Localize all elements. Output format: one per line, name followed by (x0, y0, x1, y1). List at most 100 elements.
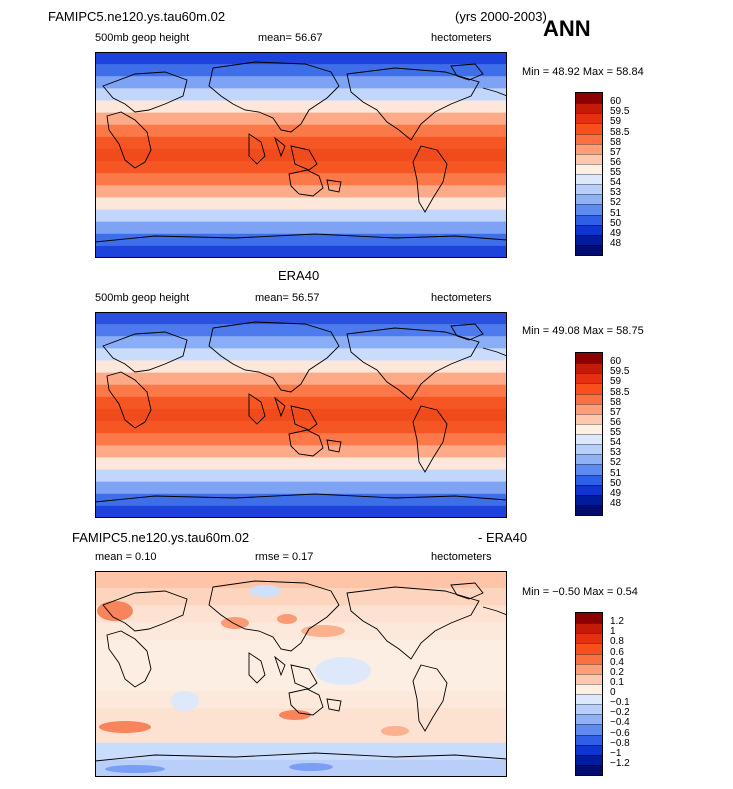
colorbar-swatch (576, 734, 602, 745)
colorbar-swatch (576, 444, 602, 455)
colorbar-swatch (576, 103, 602, 114)
coastline (450, 582, 484, 600)
coastline (288, 429, 324, 457)
colorbar-level-label: −1 (610, 747, 622, 759)
colorbar-level-label: 0.2 (610, 666, 624, 678)
panel1-lat-band (95, 173, 507, 186)
panel2-colorbar (575, 352, 603, 516)
panel3-title-left: FAMIPC5.ne120.ys.tau60m.02 (72, 530, 250, 545)
case-name-title: FAMIPC5.ne120.ys.tau60m.02 (48, 9, 226, 24)
colorbar-level-label: 59.5 (610, 366, 630, 378)
colorbar-swatch (576, 363, 602, 374)
panel3-lat-band (95, 674, 507, 692)
panel1-lat-band (95, 197, 507, 211)
colorbar-swatch (576, 244, 602, 255)
colorbar-level-label: 58.5 (610, 126, 630, 138)
coastline (412, 405, 448, 473)
panel2-lat-band (95, 433, 507, 446)
coastline (95, 233, 507, 243)
coastline (106, 630, 152, 688)
panel3-rmse: rmse = 0.17 (255, 551, 314, 563)
colorbar-swatch (576, 184, 602, 195)
panel3-lat-band (95, 588, 507, 606)
coastline (274, 396, 286, 418)
colorbar-swatch (576, 234, 602, 245)
coastline (290, 145, 318, 171)
panel2-map (95, 312, 507, 518)
colorbar-level-label: 48 (610, 497, 622, 509)
colorbar-level-label: 59 (610, 116, 622, 128)
coastline (102, 590, 188, 632)
panel2-lat-band (95, 396, 507, 410)
coastline (274, 655, 286, 677)
coastline (482, 606, 507, 616)
panel3-mean: mean = 0.10 (95, 551, 157, 563)
colorbar-level-label: 58 (610, 396, 622, 408)
panel1-map (95, 52, 507, 258)
panel3-anomaly-blob (97, 601, 133, 621)
coastline (482, 87, 507, 97)
colorbar-swatch (576, 704, 602, 715)
panel3-anomaly-blob (289, 763, 333, 771)
panel3-anomaly-blob (99, 721, 151, 733)
colorbar-level-label: 60 (610, 96, 622, 108)
coastline (106, 371, 152, 429)
colorbar-swatch (576, 214, 602, 225)
colorbar-level-label: 0.1 (610, 676, 624, 688)
colorbar-level-label: 60 (610, 356, 622, 368)
panel3-minmax: Min = −0.50 Max = 0.54 (522, 586, 638, 598)
panel2-lat-band (95, 481, 507, 495)
panel2-lat-band (95, 324, 507, 337)
panel1-lat-band (95, 112, 507, 126)
colorbar-level-label: 53 (610, 187, 622, 199)
panel3-units: hectometers (431, 551, 492, 563)
colorbar-level-label: −1.2 (610, 757, 630, 769)
colorbar-level-label: 56 (610, 156, 622, 168)
panel1-lat-band (95, 209, 507, 223)
panel3-lat-band (95, 622, 507, 641)
panel3-anomaly-blob (381, 726, 409, 736)
colorbar-swatch (576, 633, 602, 644)
panel3-lat-band (95, 742, 507, 761)
colorbar-level-label: 54 (610, 437, 622, 449)
colorbar-level-label: 49 (610, 487, 622, 499)
coastline (248, 652, 266, 684)
panel1-lat-band (95, 52, 507, 65)
colorbar-level-label: 50 (610, 217, 622, 229)
coastline (95, 493, 507, 503)
colorbar-level-label: 55 (610, 167, 622, 178)
colorbar-swatch (576, 454, 602, 465)
panel2-lat-band (95, 360, 507, 374)
colorbar-swatch (576, 653, 602, 664)
panel1-map-frame (95, 52, 507, 258)
colorbar-level-label: 56 (610, 416, 622, 428)
panel1-minmax: Min = 48.92 Max = 58.84 (522, 66, 644, 78)
colorbar-swatch (576, 484, 602, 495)
colorbar-level-label: 57 (610, 406, 622, 418)
colorbar-swatch (576, 754, 602, 765)
colorbar-level-label: 49 (610, 227, 622, 239)
panel2-mean: mean= 56.57 (255, 292, 320, 304)
coastline (450, 63, 484, 81)
panel3-colorbar (575, 612, 603, 776)
colorbar-swatch (576, 163, 602, 174)
colorbar-swatch (576, 643, 602, 654)
panel3-title-right: - ERA40 (478, 530, 528, 545)
panel1-lat-band (95, 161, 507, 174)
colorbar-swatch (576, 373, 602, 384)
colorbar-swatch (576, 174, 602, 185)
panel2-minmax: Min = 49.08 Max = 58.75 (522, 325, 644, 337)
colorbar-swatch (576, 434, 602, 445)
panel2-map-frame (95, 312, 507, 518)
panel1-lat-band (95, 64, 507, 77)
panel1-lat-band (95, 136, 507, 150)
years-label: (yrs 2000-2003) (455, 9, 547, 24)
panel1-lat-band (95, 221, 507, 235)
coastline (412, 145, 448, 213)
coastline (248, 393, 266, 425)
panel2-lat-band (95, 384, 507, 398)
coastline (208, 61, 340, 133)
coastline (288, 688, 324, 716)
panel3-anomaly-blob (221, 617, 249, 629)
colorbar-swatch (576, 93, 602, 104)
